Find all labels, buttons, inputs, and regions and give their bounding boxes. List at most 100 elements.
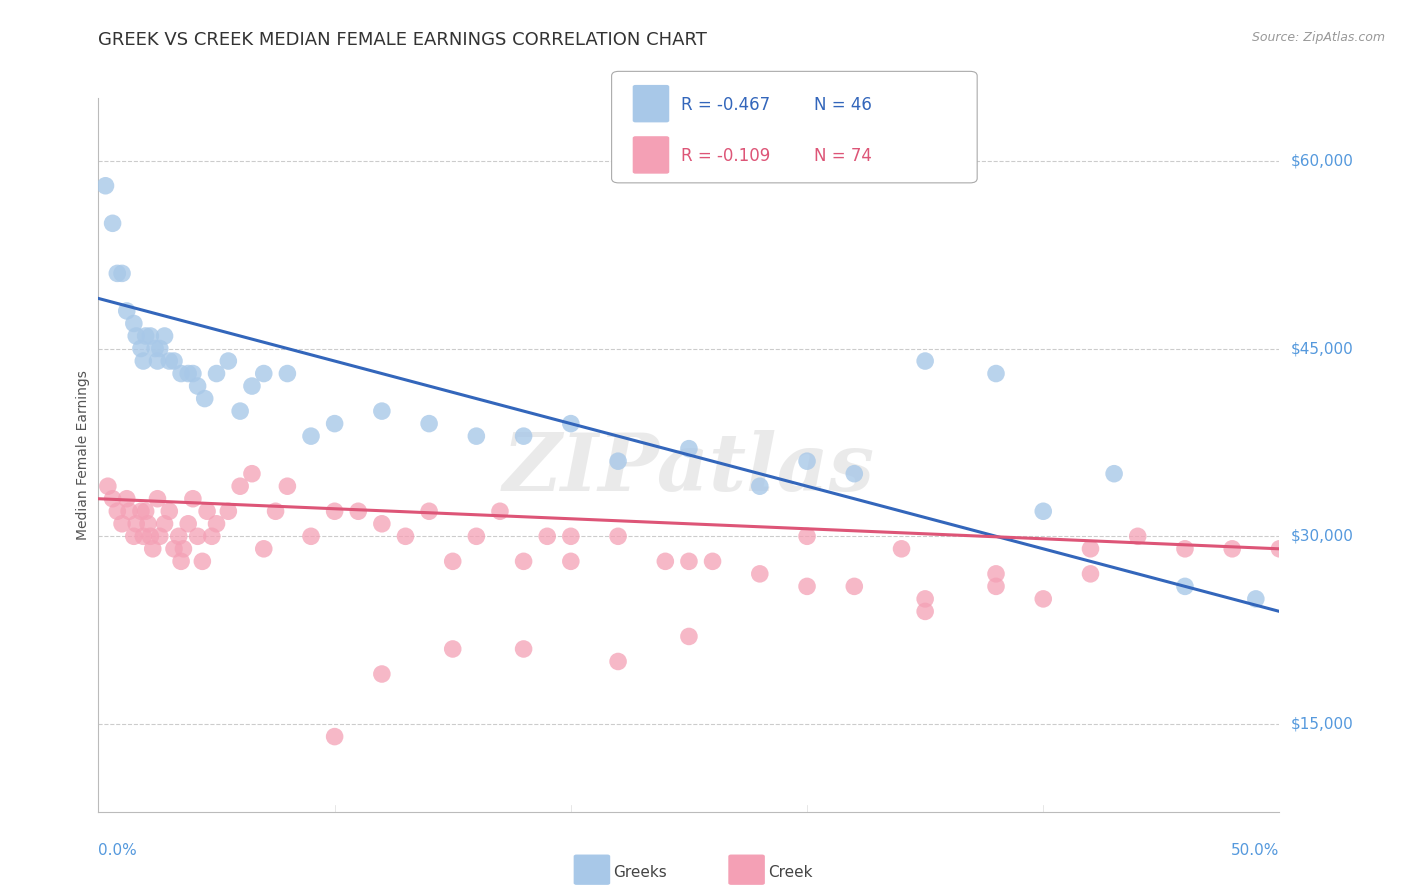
Point — [177, 516, 200, 531]
Point — [229, 479, 252, 493]
Point — [465, 529, 488, 543]
Point — [177, 367, 200, 381]
Point — [441, 554, 464, 568]
Point — [157, 354, 180, 368]
Point — [299, 429, 322, 443]
Point — [111, 266, 134, 280]
Point — [748, 566, 770, 581]
Point — [205, 516, 228, 531]
Y-axis label: Median Female Earnings: Median Female Earnings — [76, 370, 90, 540]
Point — [191, 554, 214, 568]
Point — [132, 354, 155, 368]
Point — [240, 379, 263, 393]
Point — [796, 529, 818, 543]
Point — [560, 529, 582, 543]
Point — [118, 504, 141, 518]
Point — [1244, 591, 1267, 606]
Point — [217, 504, 239, 518]
Point — [146, 491, 169, 506]
Point — [105, 266, 128, 280]
Text: ZIPatlas: ZIPatlas — [503, 431, 875, 508]
Point — [125, 516, 148, 531]
Point — [418, 417, 440, 431]
Point — [136, 516, 159, 531]
Point — [844, 467, 866, 481]
Point — [181, 367, 204, 381]
Point — [163, 541, 186, 556]
Point — [135, 329, 157, 343]
Text: GREEK VS CREEK MEDIAN FEMALE EARNINGS CORRELATION CHART: GREEK VS CREEK MEDIAN FEMALE EARNINGS CO… — [98, 31, 707, 49]
Text: R = -0.109: R = -0.109 — [681, 147, 769, 165]
Point — [181, 491, 204, 506]
Point — [371, 667, 394, 681]
Point — [299, 529, 322, 543]
Point — [217, 354, 239, 368]
Text: $30,000: $30,000 — [1291, 529, 1354, 544]
Point — [536, 529, 558, 543]
Point — [170, 367, 193, 381]
Point — [796, 454, 818, 468]
Point — [323, 417, 346, 431]
Point — [1102, 467, 1125, 481]
Point — [1032, 504, 1054, 518]
Point — [94, 178, 117, 193]
Point — [512, 642, 534, 657]
Point — [146, 354, 169, 368]
Point — [890, 541, 912, 556]
Point — [276, 367, 298, 381]
Point — [153, 329, 176, 343]
Point — [129, 342, 152, 356]
Point — [132, 529, 155, 543]
Point — [201, 529, 224, 543]
Point — [125, 329, 148, 343]
Point — [465, 429, 488, 443]
Point — [560, 417, 582, 431]
Text: $45,000: $45,000 — [1291, 341, 1354, 356]
Text: $15,000: $15,000 — [1291, 716, 1354, 731]
Point — [489, 504, 512, 518]
Point — [654, 554, 676, 568]
Point — [122, 529, 145, 543]
Text: R = -0.467: R = -0.467 — [681, 95, 769, 113]
Point — [167, 529, 190, 543]
Point — [984, 367, 1007, 381]
Point — [205, 367, 228, 381]
Point — [101, 491, 124, 506]
Point — [394, 529, 416, 543]
Text: Greeks: Greeks — [613, 865, 666, 880]
Text: 50.0%: 50.0% — [1232, 843, 1279, 858]
Point — [678, 630, 700, 644]
Point — [157, 504, 180, 518]
Point — [1220, 541, 1243, 556]
Point — [194, 392, 217, 406]
Point — [115, 491, 138, 506]
Text: N = 74: N = 74 — [814, 147, 872, 165]
Text: $60,000: $60,000 — [1291, 153, 1354, 169]
Point — [129, 504, 152, 518]
Point — [607, 454, 630, 468]
Point — [607, 655, 630, 669]
Point — [163, 354, 186, 368]
Point — [1174, 541, 1197, 556]
Text: Source: ZipAtlas.com: Source: ZipAtlas.com — [1251, 31, 1385, 45]
Point — [149, 342, 172, 356]
Point — [844, 579, 866, 593]
Point — [914, 354, 936, 368]
Point — [105, 504, 128, 518]
Point — [1032, 591, 1054, 606]
Point — [371, 516, 394, 531]
Point — [135, 504, 157, 518]
Point — [142, 541, 165, 556]
Point — [101, 216, 124, 230]
Text: N = 46: N = 46 — [814, 95, 872, 113]
Point — [702, 554, 724, 568]
Point — [1080, 541, 1102, 556]
Point — [1126, 529, 1149, 543]
Point — [139, 529, 162, 543]
Point — [253, 367, 276, 381]
Point — [748, 479, 770, 493]
Point — [678, 554, 700, 568]
Point — [512, 554, 534, 568]
Point — [371, 404, 394, 418]
Point — [984, 566, 1007, 581]
